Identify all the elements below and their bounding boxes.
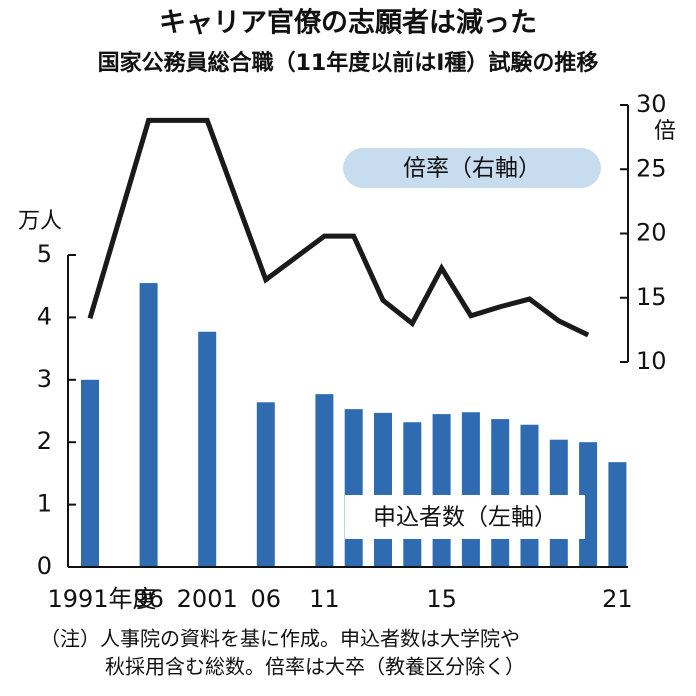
y2-tick-label: 20	[636, 219, 667, 247]
bar	[608, 462, 627, 567]
bar	[491, 419, 510, 567]
y2-tick-label: 30	[636, 90, 667, 118]
legend-box	[345, 495, 585, 539]
chart-title: キャリア官僚の志願者は減った	[159, 7, 537, 39]
x-tick-label: 11	[309, 585, 340, 613]
bar	[432, 414, 451, 567]
y2-tick-label: 15	[636, 283, 667, 311]
bar	[315, 394, 334, 567]
bar	[198, 331, 217, 567]
note: （注）人事院の資料を基に作成。申込者数は大学院や	[40, 627, 520, 651]
x-tick-label: 96	[133, 585, 164, 613]
y2-tick-label: 10	[636, 347, 667, 375]
bar	[461, 412, 480, 567]
bar	[139, 283, 158, 567]
bar	[374, 412, 392, 567]
x-tick-label: 15	[426, 585, 457, 613]
x-tick-label: 06	[251, 585, 282, 613]
bar	[81, 379, 99, 567]
y-tick-label: 1	[37, 490, 52, 518]
y-tick-label: 0	[37, 552, 52, 580]
chart-subtitle: 国家公務員総合職（11年度以前はⅠ種）試験の推移	[98, 50, 599, 76]
bar	[256, 402, 275, 567]
y-axis-label: 万人	[18, 209, 62, 234]
legend-box	[343, 148, 601, 188]
y-tick-label: 3	[37, 365, 52, 393]
y-tick-label: 2	[37, 427, 52, 455]
bar	[403, 422, 422, 567]
x-tick-label: 21	[602, 585, 633, 613]
y-tick-label: 4	[37, 302, 52, 330]
legend-label: 倍率（右軸）	[403, 156, 541, 182]
y2-tick-label: 25	[636, 154, 667, 182]
x-tick-label: 1991年度	[47, 585, 156, 613]
legend-label: 申込者数（左軸）	[373, 505, 557, 531]
bar	[344, 409, 363, 567]
x-tick-label: 2001	[177, 585, 238, 613]
y-tick-label: 5	[37, 240, 52, 268]
line	[87, 117, 590, 338]
note: 秋採用含む総数。倍率は大卒（教養区分除く）	[105, 655, 525, 679]
y2-axis-label: 倍	[654, 119, 676, 144]
